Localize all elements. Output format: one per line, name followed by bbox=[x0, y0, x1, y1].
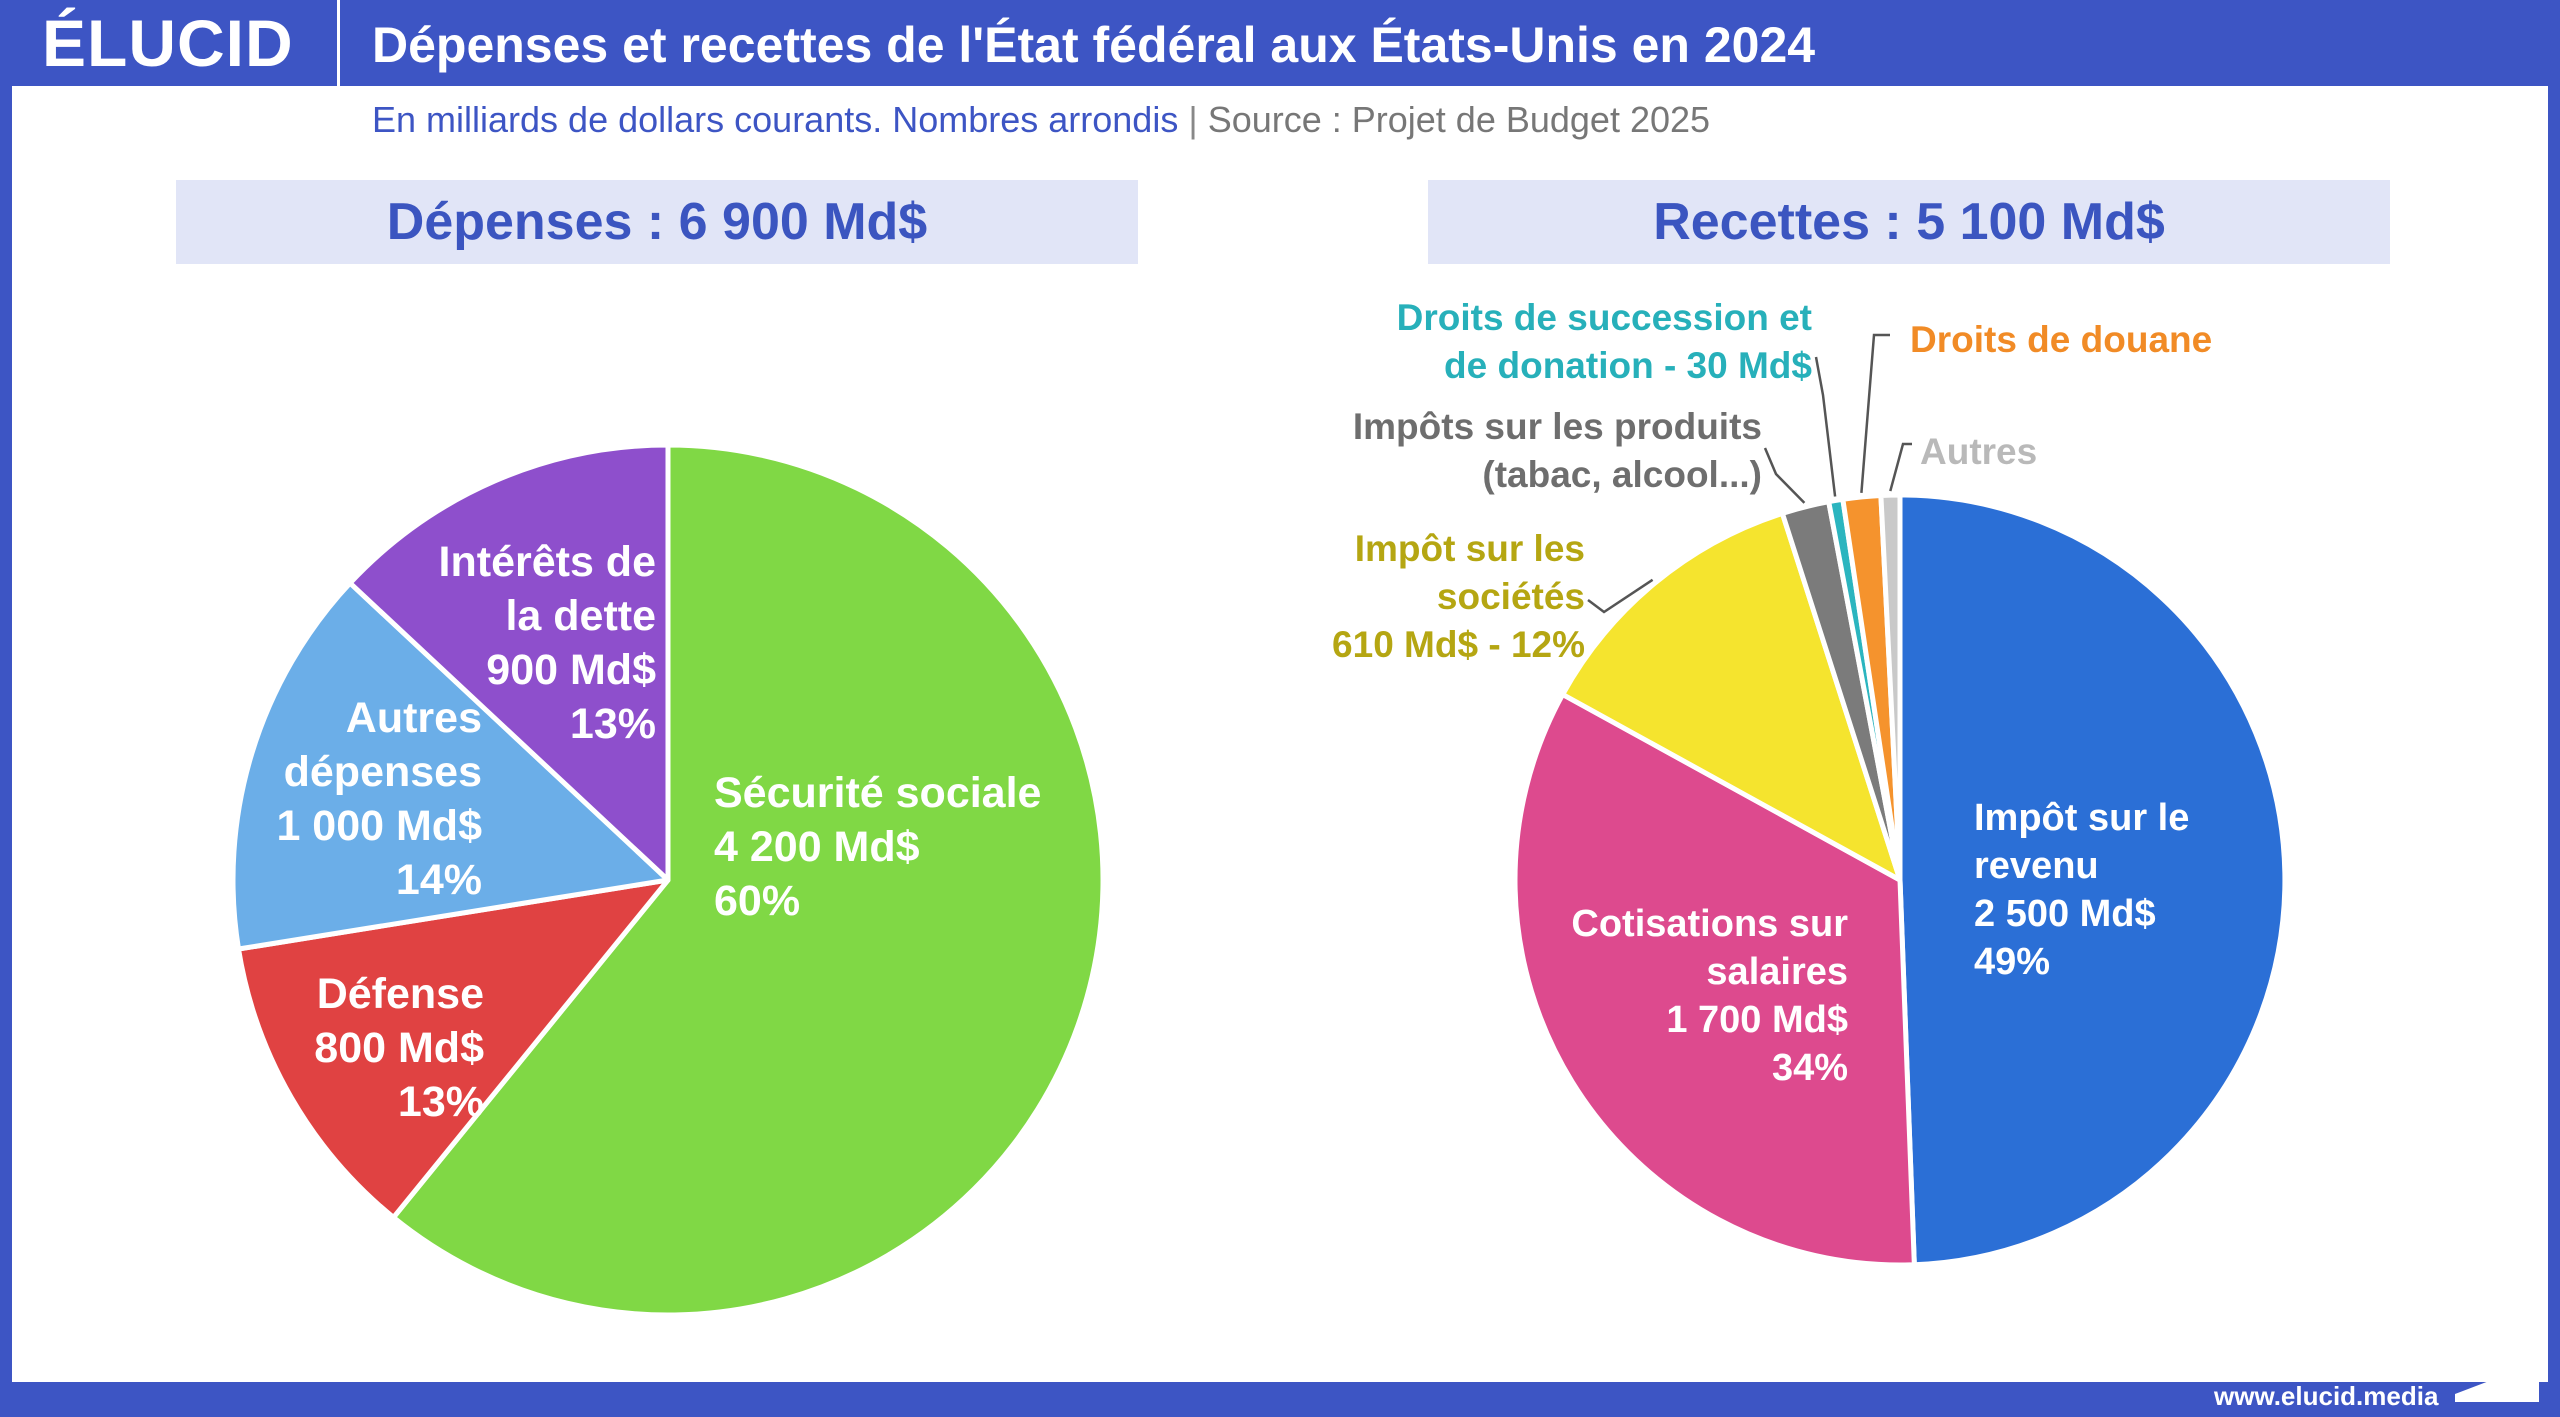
impots-sur-les-produits-tabac-alcool-leader-line bbox=[1763, 447, 1806, 504]
defense-label-line: Défense bbox=[317, 970, 484, 1018]
interets-de-la-dette-label-line: 900 Md$ bbox=[486, 646, 656, 694]
autres-depenses-label-line: 14% bbox=[396, 856, 482, 904]
subtitle-source: Source : Projet de Budget 2025 bbox=[1207, 99, 1711, 140]
securite-sociale-label-line: Sécurité sociale bbox=[714, 769, 1041, 817]
interets-de-la-dette-label-line: la dette bbox=[505, 592, 656, 640]
droits-de-succession-et-de-donation-label-line: Droits de succession et bbox=[1397, 297, 1812, 338]
impot-sur-les-societes-slice bbox=[1560, 510, 1903, 883]
elucid-arrow-icon bbox=[2455, 1362, 2539, 1402]
impot-sur-le-revenu-label-line: Impôt sur le bbox=[1974, 797, 2189, 839]
footer-url: www.elucid.media bbox=[2214, 1381, 2439, 1411]
subtitle: En milliards de dollars courants. Nombre… bbox=[372, 98, 1710, 142]
impots-sur-les-produits-tabac-alcool-label-line: (tabac, alcool...) bbox=[1482, 454, 1762, 495]
autres-depenses-label-line: Autres bbox=[346, 694, 482, 742]
autres-depenses-slice bbox=[230, 580, 671, 952]
defense-label-line: 800 Md$ bbox=[314, 1024, 484, 1072]
interets-de-la-dette-label-line: 13% bbox=[570, 700, 656, 748]
header-divider bbox=[337, 0, 340, 86]
impot-sur-les-societes-label-line: sociétés bbox=[1437, 576, 1585, 617]
cotisations-sur-salaires-slice bbox=[1512, 691, 1917, 1268]
revenues-chart-title: Recettes : 5 100 Md$ bbox=[1428, 180, 2390, 264]
impot-sur-les-societes-leader-line bbox=[1587, 578, 1654, 614]
page-title: Dépenses et recettes de l'État fédéral a… bbox=[372, 17, 1816, 73]
droits-de-succession-et-de-donation-leader-line bbox=[1814, 356, 1837, 497]
autres-slice bbox=[1878, 492, 1903, 883]
impot-sur-le-revenu-label-line: 2 500 Md$ bbox=[1974, 893, 2156, 935]
expenses-chart-title: Dépenses : 6 900 Md$ bbox=[176, 180, 1138, 264]
autres-label-line: Autres bbox=[1920, 431, 2037, 472]
cotisations-sur-salaires-label-line: 34% bbox=[1772, 1047, 1848, 1089]
impot-sur-le-revenu-label-line: revenu bbox=[1974, 845, 2099, 887]
header-bar: ÉLUCID Dépenses et recettes de l'État fé… bbox=[0, 0, 2560, 86]
droits-de-succession-et-de-donation-label-line: de donation - 30 Md$ bbox=[1444, 345, 1812, 386]
impots-sur-les-produits-tabac-alcool-label-line: Impôts sur les produits bbox=[1353, 406, 1762, 447]
revenues-pie: Impôt sur le revenu 2 500 Md$ 49% Cotisation… bbox=[1332, 297, 2288, 1268]
impot-sur-le-revenu-slice bbox=[1897, 492, 2288, 1268]
cotisations-sur-salaires-label-line: Cotisations sur bbox=[1571, 903, 1848, 945]
elucid-logo: ÉLUCID bbox=[42, 6, 294, 80]
cotisations-sur-salaires-label-line: salaires bbox=[1706, 951, 1848, 993]
subtitle-units: En milliards de dollars courants. Nombre… bbox=[372, 99, 1179, 140]
securite-sociale-label-line: 4 200 Md$ bbox=[714, 823, 920, 871]
impot-sur-les-societes-label-line: 610 Md$ - 12% bbox=[1332, 624, 1585, 665]
defense-label-line: 13% bbox=[398, 1078, 484, 1126]
defense-slice bbox=[236, 877, 671, 1220]
droits-de-douane-label-line: Droits de douane bbox=[1910, 319, 2212, 360]
interets-de-la-dette-label-line: Intérêts de bbox=[439, 538, 656, 586]
impot-sur-les-societes-label-line: Impôt sur les bbox=[1355, 528, 1585, 569]
subtitle-separator: | bbox=[1188, 99, 1198, 140]
securite-sociale-slice bbox=[390, 442, 1106, 1318]
autres-leader-line bbox=[1889, 442, 1912, 492]
impot-sur-le-revenu-label-line: 49% bbox=[1974, 941, 2050, 983]
securite-sociale-label-line: 60% bbox=[714, 877, 800, 925]
cotisations-sur-salaires-label-line: 1 700 Md$ bbox=[1666, 999, 1848, 1041]
expenses-pie: Sécurité sociale 4 200 Md$ 60% Défense 800 M… bbox=[230, 442, 1106, 1318]
autres-depenses-label-line: 1 000 Md$ bbox=[276, 802, 482, 850]
interets-de-la-dette-slice bbox=[347, 442, 671, 883]
autres-depenses-label-line: dépenses bbox=[284, 748, 482, 796]
droits-de-douane-leader-line bbox=[1860, 333, 1890, 493]
